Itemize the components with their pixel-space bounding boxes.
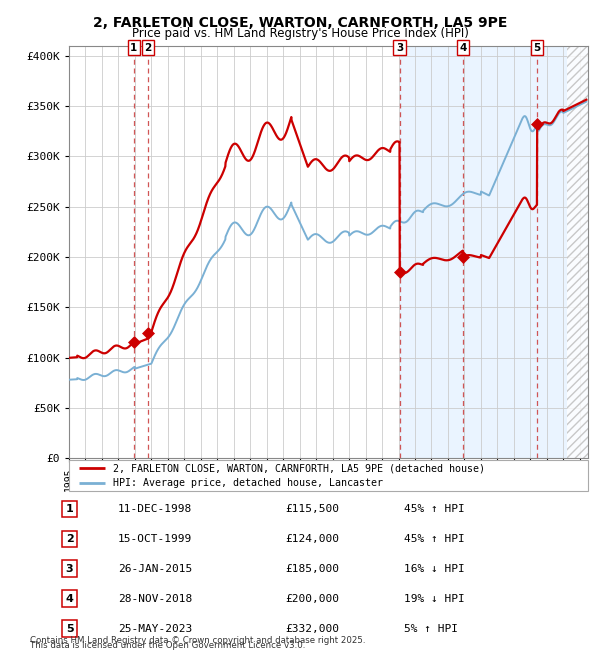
Text: 26-JAN-2015: 26-JAN-2015: [118, 564, 193, 574]
Text: 4: 4: [65, 593, 74, 604]
Text: £185,000: £185,000: [286, 564, 340, 574]
Text: 2, FARLETON CLOSE, WARTON, CARNFORTH, LA5 9PE (detached house): 2, FARLETON CLOSE, WARTON, CARNFORTH, LA…: [113, 463, 485, 473]
Text: 5: 5: [533, 42, 541, 53]
Text: 15-OCT-1999: 15-OCT-1999: [118, 534, 193, 544]
Text: HPI: Average price, detached house, Lancaster: HPI: Average price, detached house, Lanc…: [113, 478, 383, 488]
Text: 2, FARLETON CLOSE, WARTON, CARNFORTH, LA5 9PE: 2, FARLETON CLOSE, WARTON, CARNFORTH, LA…: [93, 16, 507, 31]
Text: Price paid vs. HM Land Registry's House Price Index (HPI): Price paid vs. HM Land Registry's House …: [131, 27, 469, 40]
FancyBboxPatch shape: [69, 460, 588, 491]
Text: 1: 1: [66, 504, 73, 514]
Text: 11-DEC-1998: 11-DEC-1998: [118, 504, 193, 514]
Bar: [400, 46, 588, 458]
Text: 3: 3: [66, 564, 73, 574]
Text: 5: 5: [66, 623, 73, 634]
Bar: [568, 46, 588, 458]
Text: 28-NOV-2018: 28-NOV-2018: [118, 593, 193, 604]
Text: 25-MAY-2023: 25-MAY-2023: [118, 623, 193, 634]
Text: £115,500: £115,500: [286, 504, 340, 514]
Text: 1: 1: [130, 42, 137, 53]
Text: 4: 4: [459, 42, 467, 53]
Text: Contains HM Land Registry data © Crown copyright and database right 2025.: Contains HM Land Registry data © Crown c…: [30, 636, 365, 645]
Text: 5% ↑ HPI: 5% ↑ HPI: [404, 623, 458, 634]
Text: £124,000: £124,000: [286, 534, 340, 544]
Text: £332,000: £332,000: [286, 623, 340, 634]
Text: 2: 2: [66, 534, 73, 544]
Text: 19% ↓ HPI: 19% ↓ HPI: [404, 593, 465, 604]
Text: 16% ↓ HPI: 16% ↓ HPI: [404, 564, 465, 574]
Text: 45% ↑ HPI: 45% ↑ HPI: [404, 504, 465, 514]
Text: 2: 2: [144, 42, 152, 53]
Text: 3: 3: [396, 42, 403, 53]
Text: 45% ↑ HPI: 45% ↑ HPI: [404, 534, 465, 544]
Text: This data is licensed under the Open Government Licence v3.0.: This data is licensed under the Open Gov…: [30, 641, 305, 650]
Text: £200,000: £200,000: [286, 593, 340, 604]
